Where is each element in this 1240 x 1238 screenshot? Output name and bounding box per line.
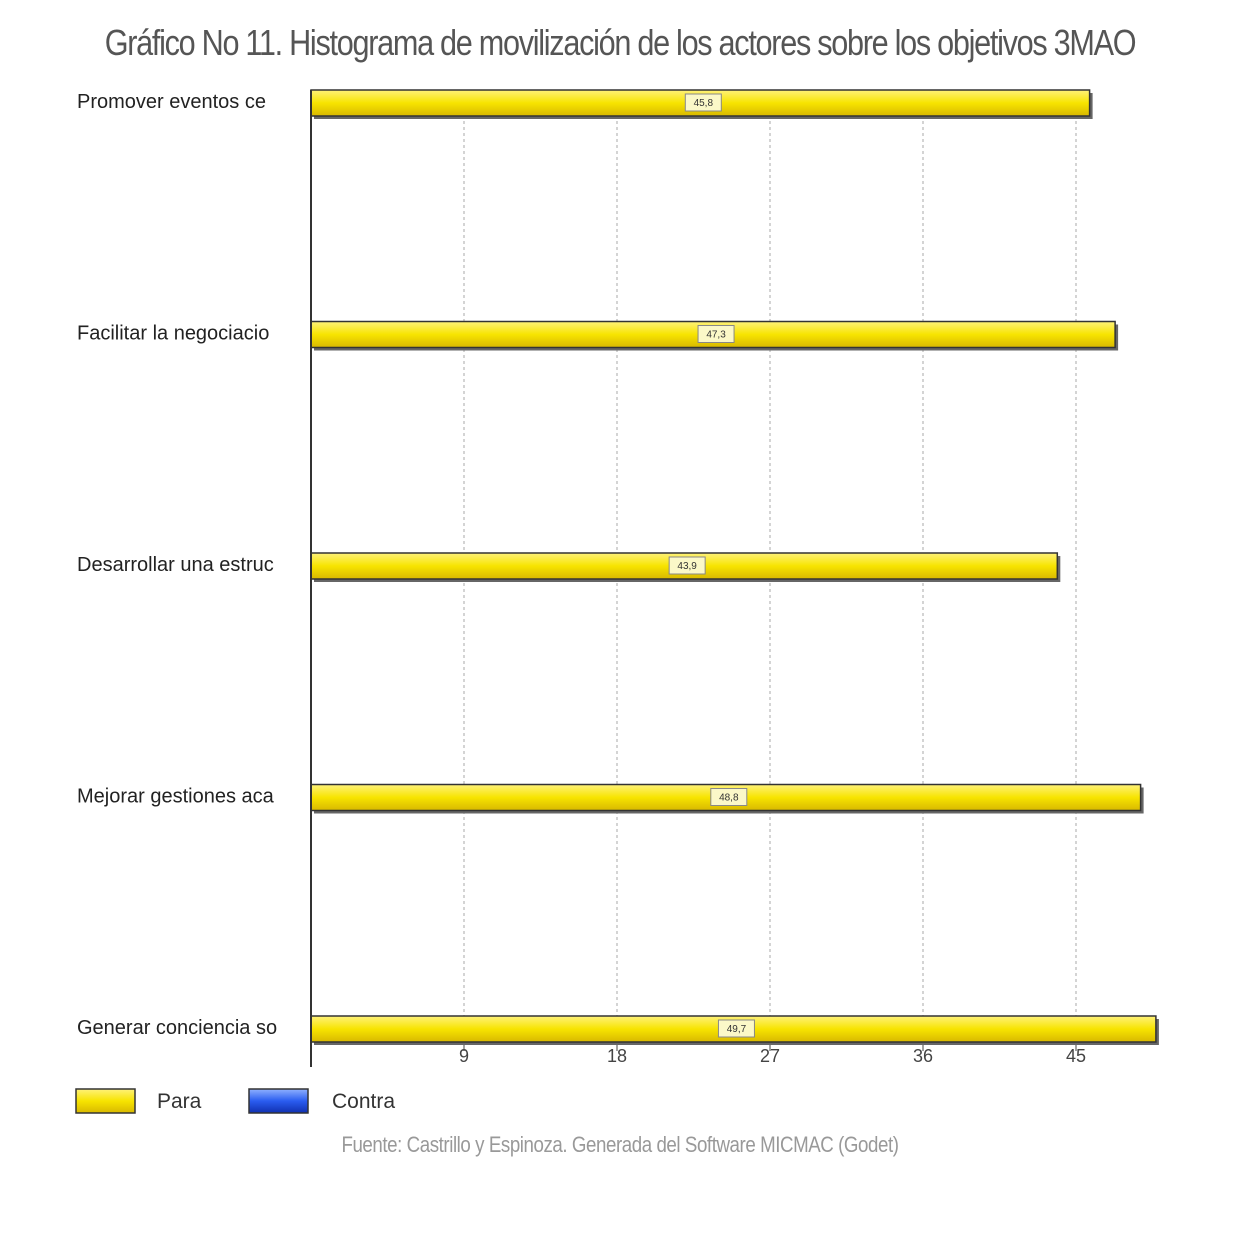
data-label-box	[668, 556, 706, 575]
x-tick-label: 18	[607, 1046, 627, 1066]
data-label: 45,8	[694, 98, 714, 109]
data-label-box	[684, 93, 722, 112]
x-tick-label: 27	[760, 1046, 780, 1066]
data-label-box	[710, 788, 748, 806]
category-label: Desarrollar una estruc	[77, 554, 274, 576]
data-label: 49,7	[727, 1024, 747, 1035]
x-tick-label: 36	[913, 1046, 933, 1066]
data-label: 48,8	[719, 793, 739, 804]
legend-swatch-para	[75, 1088, 136, 1114]
legend-label-para: Para	[157, 1090, 202, 1113]
x-tick-label: 45	[1066, 1046, 1086, 1066]
data-label: 43,9	[677, 561, 697, 572]
category-label: Generar conciencia so	[77, 1017, 277, 1039]
chart-title: Gráfico No 11. Histograma de movilizació…	[104, 22, 1137, 63]
category-label: Facilitar la negociacio	[77, 323, 269, 345]
legend-swatch-contra	[248, 1088, 309, 1114]
category-label: Mejorar gestiones aca	[77, 786, 275, 808]
category-label: Promover eventos ce	[77, 91, 266, 113]
data-label: 47,3	[706, 330, 726, 341]
data-label-box	[717, 1019, 755, 1038]
source-note: Fuente: Castrillo y Espinoza. Generada d…	[341, 1132, 899, 1157]
legend-label-contra: Contra	[332, 1090, 395, 1113]
data-label-box	[697, 325, 735, 343]
x-tick-label: 9	[459, 1046, 469, 1066]
